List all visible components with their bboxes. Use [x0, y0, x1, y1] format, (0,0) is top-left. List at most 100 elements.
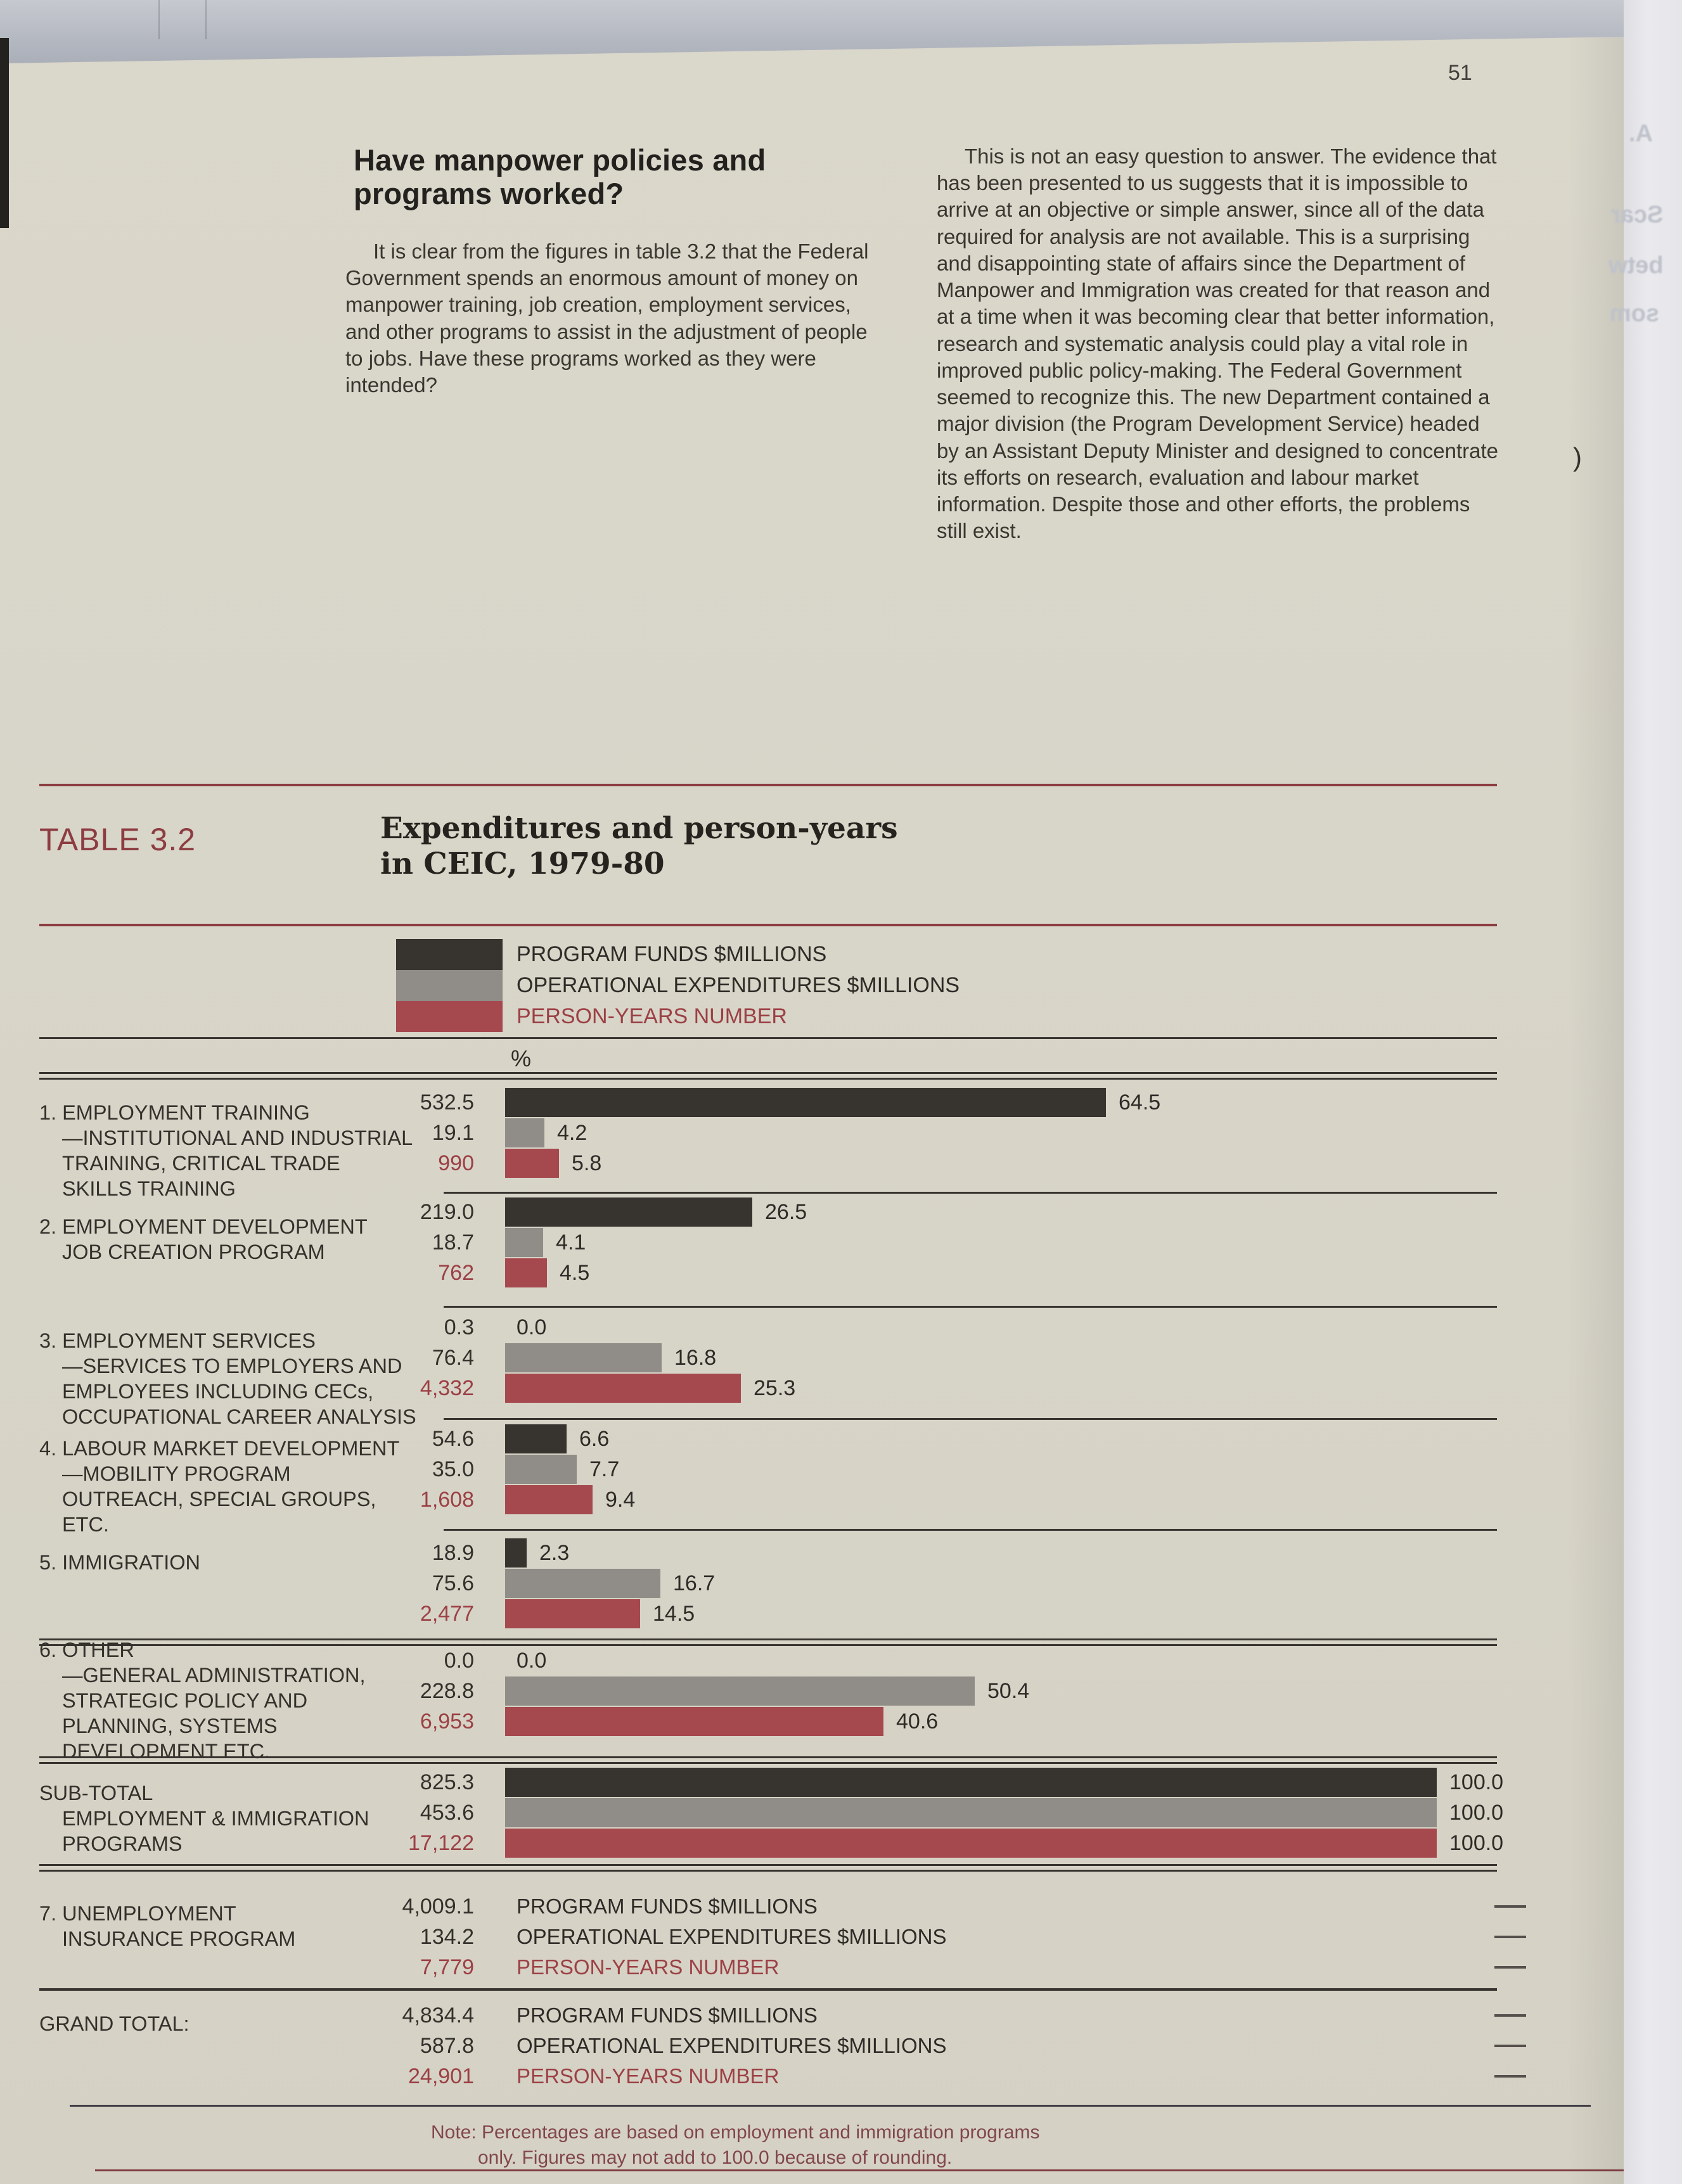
section-separator-a: [39, 1756, 1497, 1758]
table-title-line1: Expenditures and person-years: [380, 811, 898, 846]
adjacent-page-edge: A. Scar betw som: [1608, 0, 1682, 2184]
note-top-rule: [70, 2105, 1591, 2107]
row-label-6: SUB-TOTAL EMPLOYMENT & IMMIGRATION PROGRAM…: [39, 1780, 432, 1856]
row-value: 18.7: [432, 1230, 474, 1255]
row-value: 76.4: [432, 1346, 474, 1370]
bar-segment: [505, 1197, 752, 1227]
scanner-line-artifact-1: [158, 0, 160, 39]
percentage-label: 9.4: [605, 1488, 636, 1512]
page-curl-shadow: [1567, 37, 1624, 2184]
percentage-label: 0.0: [517, 1315, 547, 1339]
row-value: 4,332: [420, 1376, 474, 1400]
row-value: 990: [438, 1151, 474, 1175]
bar-segment: [505, 1149, 559, 1178]
legend-bottom-rule: [39, 1037, 1497, 1039]
row-value: 19.1: [432, 1121, 474, 1145]
row-value: 587.8: [420, 2034, 474, 2058]
legend-swatch-1: [396, 970, 503, 1001]
bar-segment: [505, 1485, 593, 1514]
row-series-label: PERSON-YEARS NUMBER: [517, 1955, 780, 1979]
section-separator: [39, 1988, 1497, 1991]
table-number-label: TABLE 3.2: [39, 822, 196, 857]
bar-segment: [505, 1088, 1106, 1117]
row-label-line: ETC.: [62, 1513, 110, 1536]
note-line1: Note: Percentages are based on employmen…: [431, 2122, 1040, 2143]
row-value: 17,122: [408, 1831, 474, 1855]
row-label-line: TRAINING, CRITICAL TRADE: [62, 1152, 340, 1175]
percentage-label: 0.0: [517, 1649, 547, 1673]
row-value: 35.0: [432, 1457, 474, 1481]
table-note: Note: Percentages are based on employmen…: [431, 2120, 1040, 2171]
percentage-label: 2.3: [539, 1541, 570, 1565]
row-label-line: 1. EMPLOYMENT TRAINING: [39, 1101, 310, 1124]
row-value: 453.6: [420, 1801, 474, 1825]
row-label-4: 5. IMMIGRATION: [39, 1550, 432, 1575]
bracket-artifact: ): [1573, 442, 1582, 472]
row-label-line: OCCUPATIONAL CAREER ANALYSIS: [62, 1405, 416, 1428]
row-value: 0.3: [444, 1315, 474, 1339]
row-value: 24,901: [408, 2064, 474, 2088]
row-value: 54.6: [432, 1427, 474, 1451]
row-value: 4,009.1: [402, 1894, 474, 1919]
percentage-label: 4.5: [560, 1261, 590, 1285]
no-percentage-dash: [1494, 2045, 1526, 2047]
bar-segment: [505, 1707, 883, 1736]
scan-edge-artifact: [0, 38, 9, 228]
percentage-label: 16.8: [674, 1346, 717, 1370]
section-separator-a: [39, 1638, 1497, 1640]
bar-segment: [505, 1569, 660, 1598]
row-label-7: 7. UNEMPLOYMENT INSURANCE PROGRAM: [39, 1901, 432, 1951]
row-label-line: DEVELOPMENT ETC.: [62, 1740, 271, 1763]
section-separator-a: [39, 1864, 1497, 1866]
row-value: 6,953: [420, 1709, 474, 1734]
bar-segment: [505, 1343, 662, 1372]
row-value: 4,834.4: [402, 2003, 474, 2028]
percentage-label: 64.5: [1119, 1090, 1161, 1114]
table-top-rule: [39, 784, 1497, 786]
legend-label-2: PERSON-YEARS NUMBER: [517, 1004, 787, 1028]
row-value: 762: [438, 1261, 474, 1285]
percentage-label: 14.5: [653, 1602, 695, 1626]
row-label-line: 5. IMMIGRATION: [39, 1551, 200, 1574]
chart-header-double-rule-b: [39, 1078, 1497, 1080]
row-label-1: 2. EMPLOYMENT DEVELOPMENT JOB CREATION PR…: [39, 1214, 432, 1265]
report-page: 51 Have manpower policies and programs w…: [0, 37, 1624, 2184]
chart-header-double-rule-a: [39, 1072, 1497, 1074]
article-right-paragraph: This is not an easy question to answer. …: [937, 144, 1499, 543]
row-label-line: GRAND TOTAL:: [39, 2012, 189, 2035]
no-percentage-dash: [1494, 1966, 1526, 1969]
row-label-2: 3. EMPLOYMENT SERVICES —SERVICES TO EMPLO…: [39, 1328, 432, 1429]
article-heading: Have manpower policies and programs work…: [354, 143, 766, 211]
row-value: 219.0: [420, 1200, 474, 1224]
row-label-line: OUTREACH, SPECIAL GROUPS,: [62, 1488, 376, 1510]
row-value: 75.6: [432, 1571, 474, 1595]
row-value: 7,779: [420, 1955, 474, 1979]
row-label-line: STRATEGIC POLICY AND: [62, 1689, 308, 1712]
row-label-line: 3. EMPLOYMENT SERVICES: [39, 1329, 316, 1352]
percentage-label: 6.6: [579, 1427, 610, 1451]
bar-segment: [505, 1228, 543, 1257]
table-title-line2: in CEIC, 1979-80: [380, 846, 665, 881]
no-percentage-dash: [1494, 2014, 1526, 2017]
percentage-label: 4.2: [557, 1121, 587, 1145]
bar-segment: [505, 1676, 975, 1706]
row-value: 0.0: [444, 1649, 474, 1673]
row-series-label: OPERATIONAL EXPENDITURES $MILLIONS: [517, 2034, 947, 2057]
row-series-label: PERSON-YEARS NUMBER: [517, 2064, 780, 2088]
row-value: 2,477: [420, 1602, 474, 1626]
axis-unit-label: %: [511, 1045, 532, 1071]
row-label-line: PROGRAMS: [62, 1832, 183, 1855]
section-separator-b: [39, 1762, 1497, 1764]
row-label-line: PLANNING, SYSTEMS: [62, 1715, 278, 1737]
bar-segment: [505, 1768, 1437, 1797]
row-label-line: JOB CREATION PROGRAM: [62, 1241, 325, 1263]
legend-swatch-0: [396, 939, 503, 970]
row-series-label: OPERATIONAL EXPENDITURES $MILLIONS: [517, 1925, 947, 1948]
bar-segment: [505, 1258, 547, 1287]
legend-label-1: OPERATIONAL EXPENDITURES $MILLIONS: [517, 973, 960, 997]
ghost-text-4: som: [1610, 300, 1660, 327]
row-label-line: SKILLS TRAINING: [62, 1177, 236, 1200]
percentage-label: 25.3: [754, 1376, 796, 1400]
row-value: 134.2: [420, 1925, 474, 1949]
percentage-label: 50.4: [987, 1679, 1030, 1703]
